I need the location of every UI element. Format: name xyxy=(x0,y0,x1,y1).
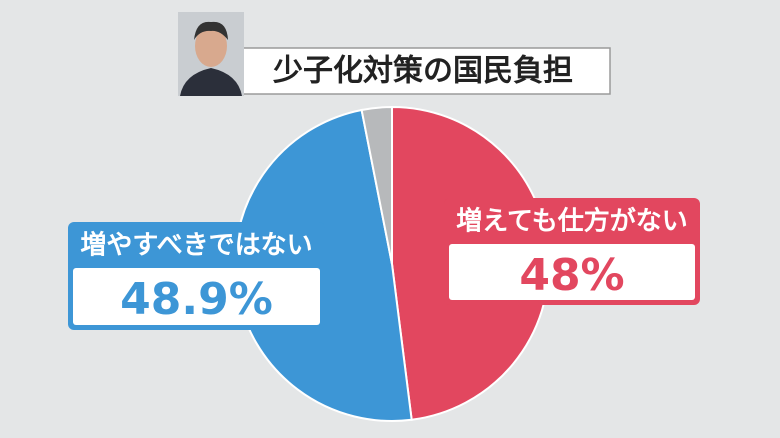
label-value-box xyxy=(73,268,320,325)
title-box xyxy=(235,47,611,95)
label-value: 48.9% xyxy=(120,274,273,325)
labels: 増えても仕方がない 48% 増やすべきではない 48.9% xyxy=(68,198,700,330)
photo-hair xyxy=(194,21,228,40)
chart-title: 少子化対策の国民負担 xyxy=(273,54,573,89)
label-value-box xyxy=(449,244,695,300)
photo-suit xyxy=(180,68,242,96)
photo-face xyxy=(195,25,227,67)
label-category: 増やすべきではない xyxy=(80,231,312,261)
label-value: 48% xyxy=(519,250,624,301)
label-category: 増えても仕方がない xyxy=(456,206,687,237)
pie-slice xyxy=(360,105,393,265)
title-panel: 少子化対策の国民負担 xyxy=(178,12,611,96)
